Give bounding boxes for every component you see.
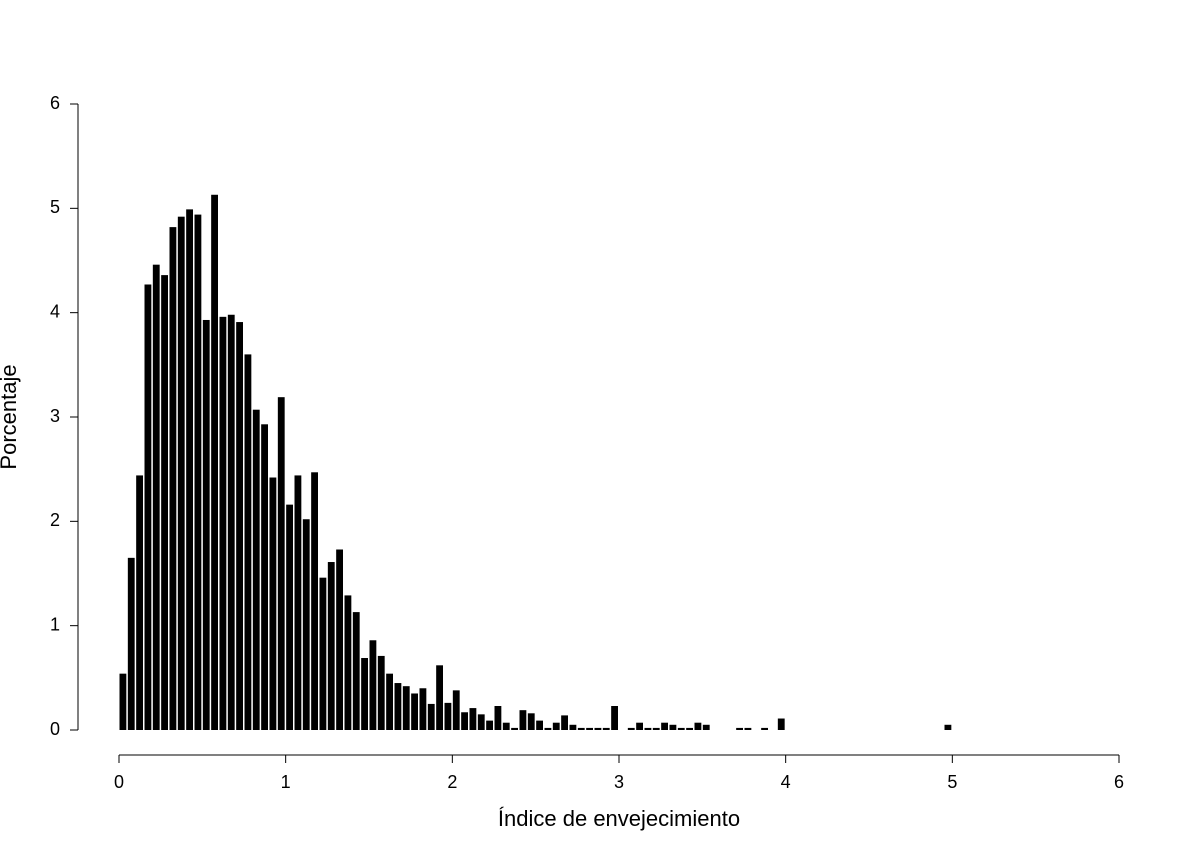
bar (311, 472, 318, 730)
bar (736, 727, 743, 730)
bar (336, 549, 343, 730)
bar (494, 706, 502, 730)
bar (702, 724, 710, 730)
bar (694, 722, 702, 730)
bar (136, 475, 143, 730)
bar (777, 718, 785, 730)
bar (477, 714, 485, 730)
bar (161, 275, 168, 730)
x-tick-label: 5 (947, 772, 957, 792)
bar (269, 477, 277, 730)
bar (444, 702, 452, 730)
bar (286, 504, 293, 730)
bar (561, 715, 568, 730)
bar (461, 712, 468, 730)
bar (327, 562, 335, 730)
x-tick-label: 4 (781, 772, 791, 792)
bar (152, 264, 160, 730)
bar (127, 557, 135, 730)
bar (636, 722, 643, 730)
bar (319, 577, 327, 730)
bar (352, 612, 360, 730)
bar (577, 727, 585, 730)
bar (202, 319, 210, 730)
bar (669, 724, 677, 730)
bar (761, 727, 768, 730)
bar (611, 706, 618, 730)
bar (194, 214, 202, 731)
bar (177, 216, 185, 730)
bar (436, 665, 443, 730)
y-tick-label: 6 (50, 93, 60, 113)
bar (419, 688, 427, 730)
x-axis-label: Índice de envejecimiento (498, 806, 740, 831)
y-tick-label: 4 (50, 301, 60, 321)
x-tick-label: 0 (114, 772, 124, 792)
bar (677, 727, 685, 730)
bar (511, 727, 518, 730)
bar (302, 519, 310, 730)
bar (211, 194, 218, 730)
bar (394, 683, 402, 730)
bar (252, 409, 260, 730)
y-tick-label: 5 (50, 197, 60, 217)
y-tick-label: 0 (50, 719, 60, 739)
bar (277, 397, 285, 730)
bar (527, 713, 535, 730)
bar (344, 595, 352, 730)
bar (236, 322, 243, 730)
bar (386, 673, 393, 730)
bar (144, 284, 152, 730)
x-tick-label: 2 (447, 772, 457, 792)
bar (744, 727, 752, 730)
bar (552, 722, 560, 730)
bar (486, 720, 493, 730)
bar (261, 424, 268, 730)
bar (294, 475, 302, 730)
bar (169, 227, 177, 730)
bar (944, 724, 952, 730)
bar (427, 703, 435, 730)
bar (452, 690, 460, 730)
bar (219, 316, 227, 730)
y-tick-label: 3 (50, 406, 60, 426)
bar (569, 724, 577, 730)
bar (377, 655, 385, 730)
bar (586, 727, 593, 730)
bar (686, 727, 693, 730)
bar (361, 658, 368, 730)
bar (119, 673, 127, 730)
bar (469, 708, 477, 730)
bar (411, 693, 418, 730)
bar (644, 727, 652, 730)
bar (502, 722, 510, 730)
bar (544, 727, 552, 730)
x-tick-label: 6 (1114, 772, 1124, 792)
bar (536, 720, 543, 730)
bar (519, 710, 527, 730)
bar (186, 209, 193, 731)
bar (602, 727, 610, 730)
x-tick-label: 1 (281, 772, 291, 792)
y-tick-label: 1 (50, 614, 60, 634)
bar (227, 314, 235, 730)
bar (627, 727, 635, 730)
bar (402, 686, 410, 730)
y-tick-label: 2 (50, 510, 60, 530)
bar (369, 640, 377, 730)
y-axis-label: Porcentaje (0, 364, 21, 469)
bar (661, 722, 668, 730)
x-tick-label: 3 (614, 772, 624, 792)
bar (244, 354, 252, 730)
bar (652, 727, 660, 730)
bar (594, 727, 602, 730)
